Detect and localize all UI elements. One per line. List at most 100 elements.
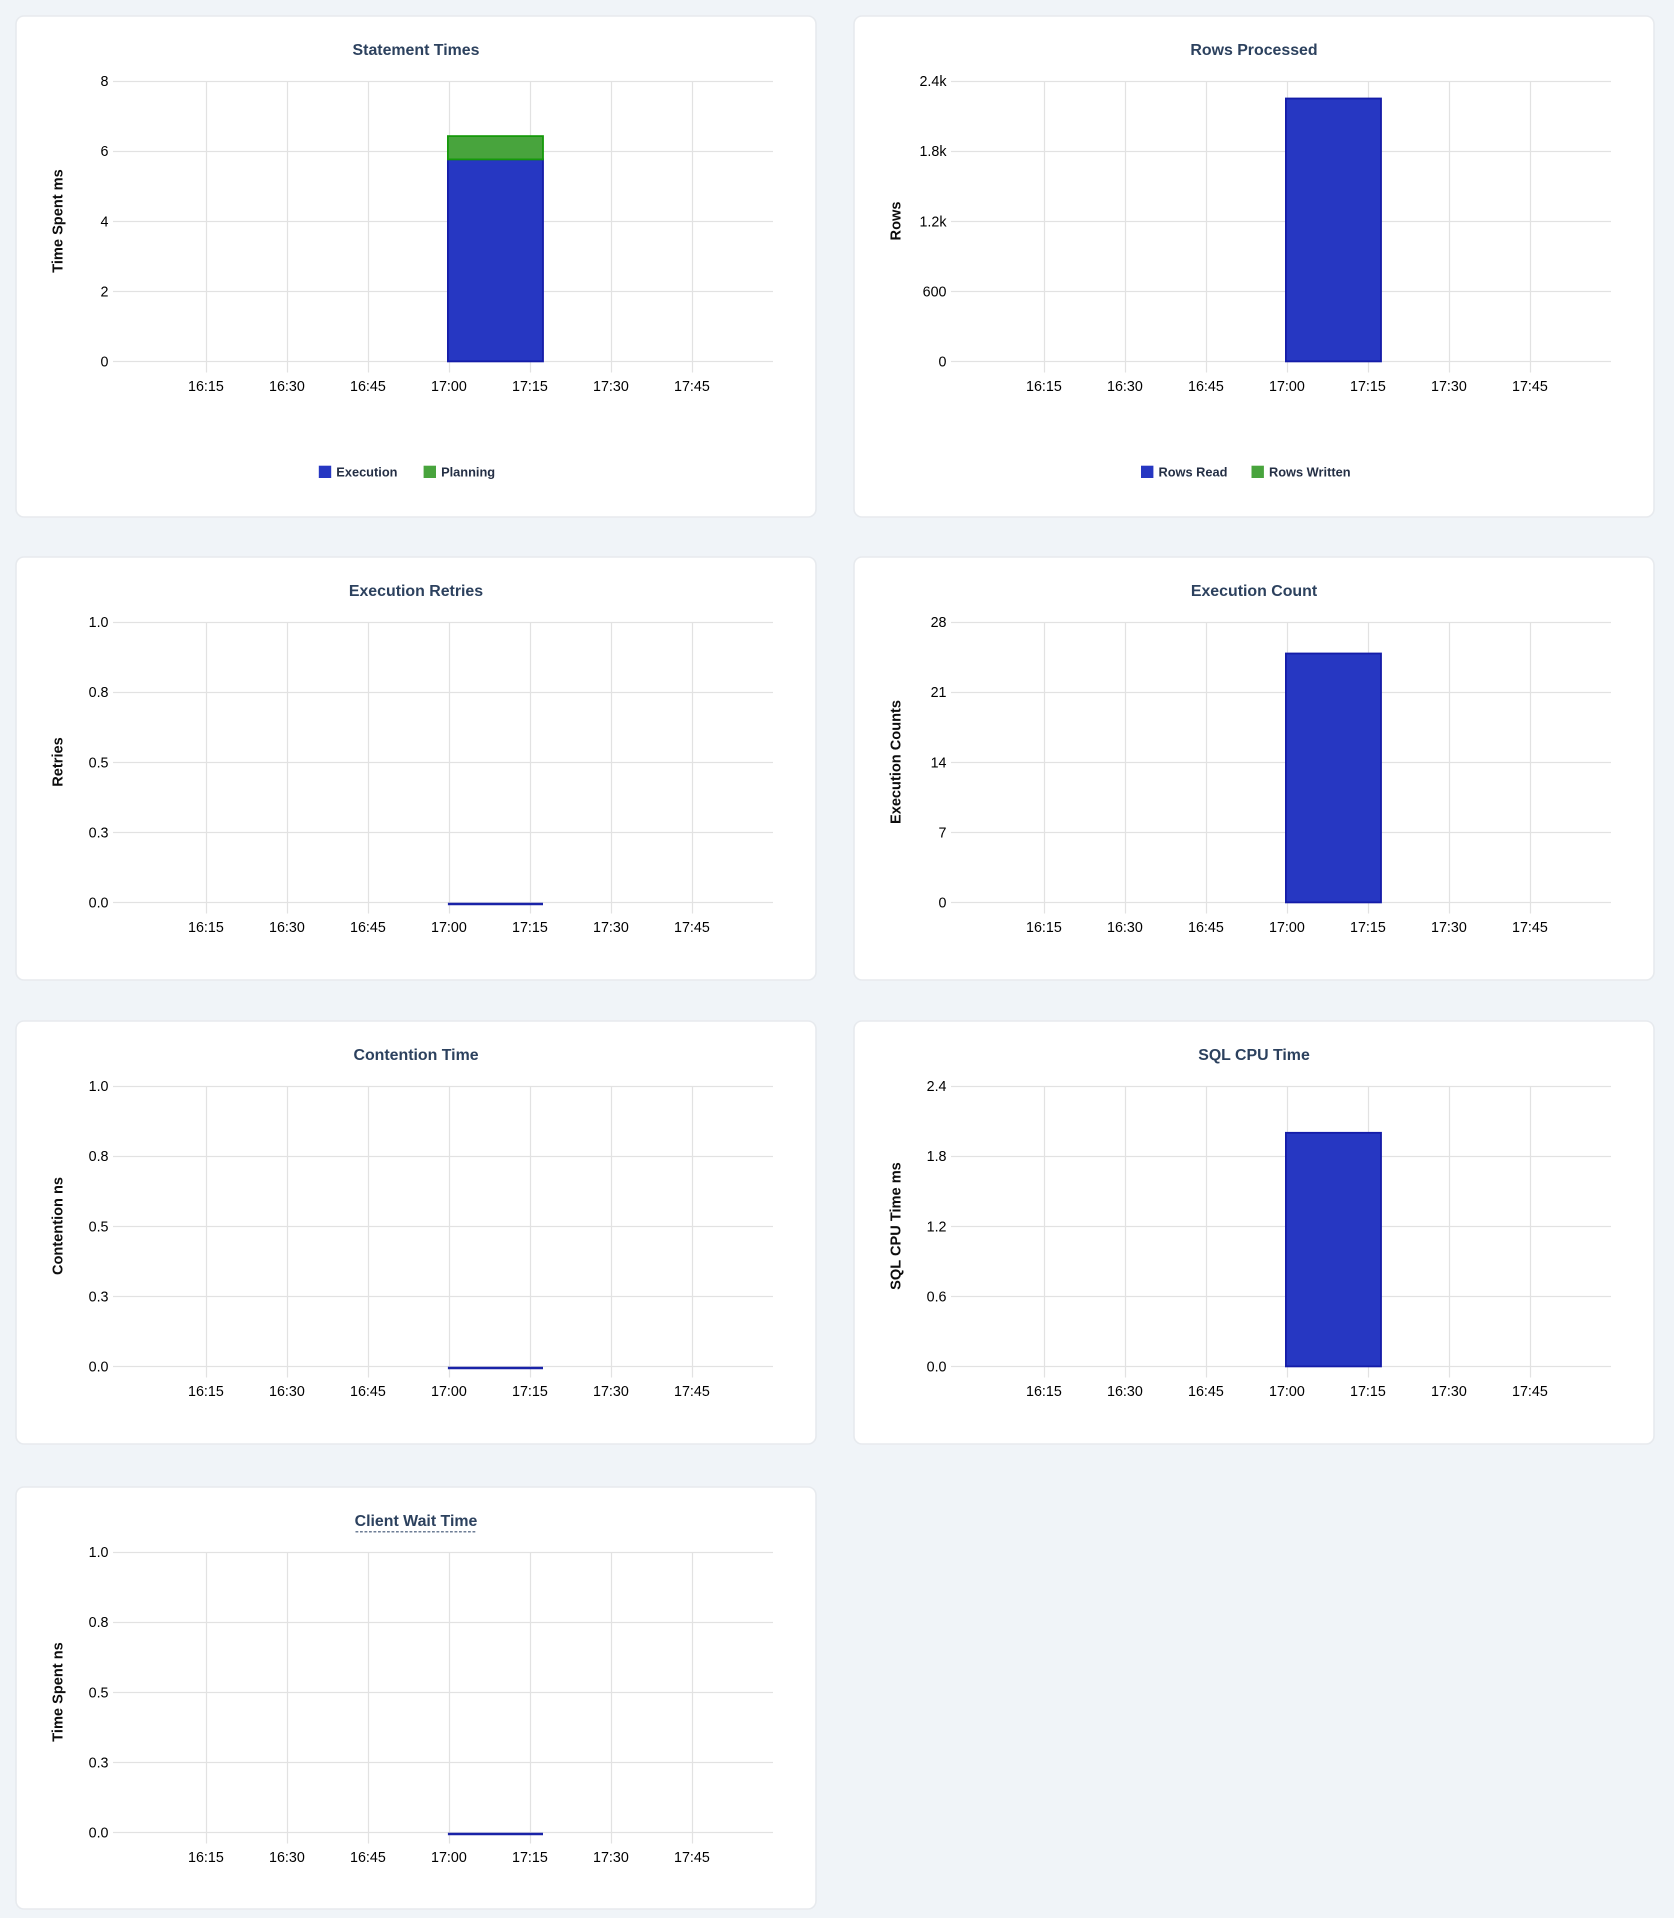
svg-text:Contention Time: Contention Time <box>353 1047 478 1064</box>
svg-text:17:00: 17:00 <box>431 1850 467 1866</box>
svg-text:17:00: 17:00 <box>431 379 467 395</box>
svg-text:17:30: 17:30 <box>593 920 629 936</box>
svg-text:16:15: 16:15 <box>188 1384 224 1400</box>
svg-text:Execution Count: Execution Count <box>1191 583 1318 600</box>
svg-text:16:15: 16:15 <box>188 920 224 936</box>
svg-text:17:45: 17:45 <box>674 1850 710 1866</box>
svg-text:0: 0 <box>939 896 947 912</box>
svg-text:0.5: 0.5 <box>89 1685 109 1701</box>
svg-text:0.0: 0.0 <box>89 1826 109 1842</box>
svg-text:0.8: 0.8 <box>89 1615 109 1631</box>
svg-text:16:30: 16:30 <box>269 920 305 936</box>
svg-text:Execution Counts: Execution Counts <box>889 700 905 824</box>
svg-text:16:30: 16:30 <box>1107 379 1143 395</box>
svg-text:Retries: Retries <box>51 737 67 786</box>
svg-text:17:30: 17:30 <box>1431 920 1467 936</box>
svg-text:17:45: 17:45 <box>674 920 710 936</box>
svg-text:Execution: Execution <box>336 465 397 480</box>
svg-text:16:30: 16:30 <box>269 1384 305 1400</box>
svg-text:2.4k: 2.4k <box>919 74 947 90</box>
svg-text:16:45: 16:45 <box>1188 1384 1224 1400</box>
svg-text:17:15: 17:15 <box>1350 1384 1386 1400</box>
svg-text:16:15: 16:15 <box>188 1850 224 1866</box>
svg-text:16:45: 16:45 <box>350 1850 386 1866</box>
svg-text:Rows Written: Rows Written <box>1269 465 1351 480</box>
svg-text:Contention ns: Contention ns <box>51 1177 67 1275</box>
svg-text:16:45: 16:45 <box>350 1384 386 1400</box>
svg-text:Time Spent ms: Time Spent ms <box>51 169 67 273</box>
svg-text:17:15: 17:15 <box>512 1850 548 1866</box>
svg-text:17:00: 17:00 <box>1269 1384 1305 1400</box>
svg-text:0.5: 0.5 <box>89 755 109 771</box>
svg-text:16:30: 16:30 <box>269 1850 305 1866</box>
svg-text:16:45: 16:45 <box>1188 379 1224 395</box>
svg-text:17:30: 17:30 <box>1431 379 1467 395</box>
svg-text:16:15: 16:15 <box>1026 1384 1062 1400</box>
svg-text:17:45: 17:45 <box>1512 1384 1548 1400</box>
svg-text:28: 28 <box>931 615 947 631</box>
svg-text:17:45: 17:45 <box>1512 920 1548 936</box>
svg-text:Rows Read: Rows Read <box>1159 465 1228 480</box>
svg-text:1.0: 1.0 <box>89 615 109 631</box>
svg-text:0.3: 0.3 <box>89 825 109 841</box>
svg-text:0.0: 0.0 <box>89 1360 109 1376</box>
svg-text:16:30: 16:30 <box>269 379 305 395</box>
svg-text:17:30: 17:30 <box>593 379 629 395</box>
svg-text:1.8: 1.8 <box>927 1149 947 1165</box>
svg-text:0.0: 0.0 <box>89 896 109 912</box>
svg-text:17:30: 17:30 <box>593 1850 629 1866</box>
svg-text:14: 14 <box>931 755 947 771</box>
svg-text:1.0: 1.0 <box>89 1545 109 1561</box>
svg-text:16:45: 16:45 <box>350 379 386 395</box>
svg-text:16:15: 16:15 <box>188 379 224 395</box>
svg-text:16:30: 16:30 <box>1107 1384 1143 1400</box>
svg-text:Planning: Planning <box>441 465 495 480</box>
svg-text:Client Wait Time: Client Wait Time <box>355 1513 478 1530</box>
svg-text:0.3: 0.3 <box>89 1289 109 1305</box>
svg-text:4: 4 <box>101 214 109 230</box>
svg-text:17:00: 17:00 <box>431 920 467 936</box>
svg-text:17:00: 17:00 <box>1269 379 1305 395</box>
svg-text:8: 8 <box>101 74 109 90</box>
svg-text:0.3: 0.3 <box>89 1755 109 1771</box>
svg-text:0: 0 <box>939 355 947 371</box>
svg-text:0.0: 0.0 <box>927 1360 947 1376</box>
svg-text:1.0: 1.0 <box>89 1079 109 1095</box>
svg-text:17:15: 17:15 <box>512 920 548 936</box>
svg-text:0: 0 <box>101 355 109 371</box>
svg-text:Rows: Rows <box>889 202 905 241</box>
svg-text:2.4: 2.4 <box>927 1079 947 1095</box>
svg-text:16:15: 16:15 <box>1026 379 1062 395</box>
svg-text:Statement Times: Statement Times <box>353 42 480 59</box>
svg-text:16:30: 16:30 <box>1107 920 1143 936</box>
svg-text:0.6: 0.6 <box>927 1289 947 1305</box>
svg-text:21: 21 <box>931 685 947 701</box>
svg-text:0.8: 0.8 <box>89 685 109 701</box>
svg-text:17:15: 17:15 <box>512 1384 548 1400</box>
svg-text:17:45: 17:45 <box>674 1384 710 1400</box>
svg-text:7: 7 <box>939 825 947 841</box>
svg-text:0.8: 0.8 <box>89 1149 109 1165</box>
svg-text:1.8k: 1.8k <box>919 144 947 160</box>
svg-text:17:45: 17:45 <box>674 379 710 395</box>
svg-text:6: 6 <box>101 144 109 160</box>
svg-text:0.5: 0.5 <box>89 1219 109 1235</box>
svg-text:17:15: 17:15 <box>512 379 548 395</box>
svg-text:Rows Processed: Rows Processed <box>1190 42 1317 59</box>
svg-text:17:45: 17:45 <box>1512 379 1548 395</box>
svg-text:17:30: 17:30 <box>1431 1384 1467 1400</box>
svg-text:17:15: 17:15 <box>1350 379 1386 395</box>
svg-text:16:15: 16:15 <box>1026 920 1062 936</box>
svg-text:Execution Retries: Execution Retries <box>349 583 483 600</box>
svg-text:SQL CPU Time ms: SQL CPU Time ms <box>889 1162 905 1290</box>
svg-text:16:45: 16:45 <box>1188 920 1224 936</box>
svg-text:600: 600 <box>923 284 947 300</box>
svg-text:17:00: 17:00 <box>431 1384 467 1400</box>
svg-text:2: 2 <box>101 284 109 300</box>
svg-text:1.2k: 1.2k <box>919 214 947 230</box>
svg-text:16:45: 16:45 <box>350 920 386 936</box>
svg-text:Time Spent ns: Time Spent ns <box>51 1642 67 1741</box>
svg-text:SQL CPU Time: SQL CPU Time <box>1198 1047 1310 1064</box>
svg-text:1.2: 1.2 <box>927 1219 947 1235</box>
svg-text:17:30: 17:30 <box>593 1384 629 1400</box>
